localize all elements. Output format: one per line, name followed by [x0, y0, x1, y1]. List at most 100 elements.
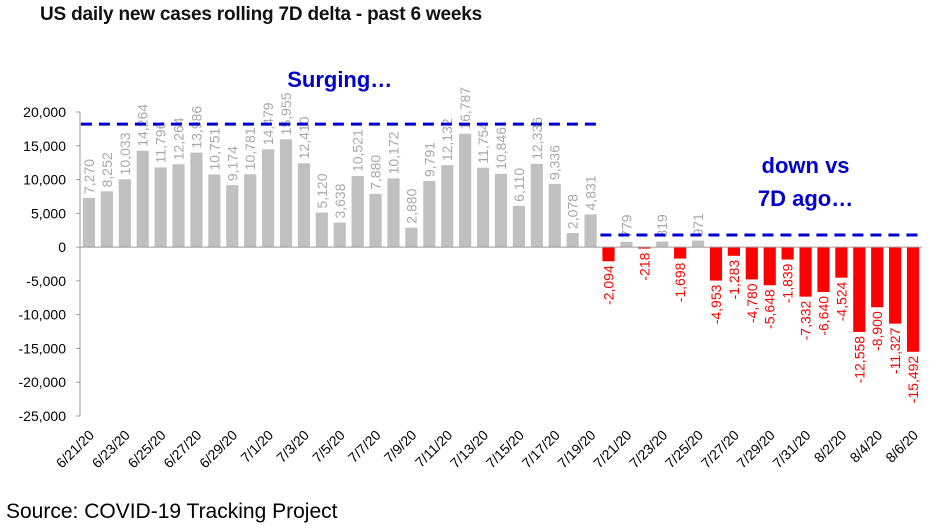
x-tick-label: 7/1/20 [237, 427, 276, 466]
annotation: 7D ago… [758, 186, 853, 211]
data-label: 15,955 [278, 92, 294, 135]
data-label: 12,336 [529, 117, 545, 160]
x-tick-label: 6/29/20 [196, 427, 240, 471]
data-label: 3,638 [332, 183, 348, 218]
data-label: -218 [636, 252, 652, 280]
bar [709, 247, 723, 281]
bar [512, 205, 526, 248]
data-label: -6,640 [815, 296, 831, 336]
y-tick-label: 5,000 [31, 205, 66, 221]
bar [763, 247, 776, 286]
data-label: 2,880 [403, 188, 419, 223]
x-tick-label: 7/29/20 [733, 427, 777, 471]
bar [441, 165, 454, 248]
data-label: 11,796 [153, 121, 169, 163]
y-tick-label: 15,000 [23, 138, 66, 154]
bar [208, 174, 221, 248]
x-tick-label: 7/7/20 [345, 427, 384, 466]
x-tick-label: 8/4/20 [846, 427, 885, 466]
bar [476, 167, 490, 248]
bar [190, 152, 203, 248]
bar [566, 233, 579, 248]
bar [691, 240, 705, 248]
bar [369, 193, 382, 248]
x-tick-label: 6/27/20 [160, 427, 204, 471]
data-label: 2,078 [565, 194, 581, 229]
data-label: 7,270 [81, 159, 97, 194]
y-tick-label: -10,000 [19, 307, 67, 323]
data-label: -4,524 [833, 281, 849, 321]
data-label: 819 [654, 214, 670, 238]
bar [799, 247, 812, 297]
data-label: 9,336 [547, 145, 563, 180]
x-tick-label: 6/25/20 [124, 427, 168, 471]
bar [315, 212, 328, 248]
data-label: 13,986 [188, 106, 204, 149]
data-label: -15,492 [905, 356, 921, 404]
data-label: 7,880 [368, 155, 384, 190]
data-label: 10,846 [493, 127, 509, 170]
bar [459, 133, 472, 248]
bar [172, 164, 185, 248]
bar [656, 241, 669, 248]
x-tick-label: 8/6/20 [882, 427, 921, 466]
data-label: -1,283 [726, 260, 742, 300]
bar [82, 197, 96, 248]
bar [405, 227, 418, 248]
bar [136, 150, 149, 248]
data-label: -4,953 [708, 284, 724, 324]
y-tick-label: -20,000 [19, 374, 67, 390]
data-label: -2,094 [600, 265, 616, 305]
y-tick-label: 20,000 [23, 104, 66, 120]
y-tick-label: 0 [58, 239, 66, 255]
data-label: 6,110 [511, 168, 527, 202]
bar [530, 163, 543, 248]
bar [674, 247, 687, 259]
bar [333, 222, 346, 248]
x-tick-label: 7/19/20 [554, 427, 598, 471]
x-tick-label: 7/23/20 [626, 427, 670, 471]
data-label: 10,521 [350, 129, 366, 172]
bar [584, 214, 597, 248]
bar [835, 247, 848, 278]
data-label: 8,252 [99, 152, 115, 187]
annotation: down vs [762, 153, 850, 178]
bar [387, 178, 400, 248]
data-label: -1,698 [672, 262, 688, 302]
bar [279, 139, 293, 248]
x-tick-label: 7/21/20 [590, 427, 634, 471]
bar [262, 149, 275, 248]
chart-title: US daily new cases rolling 7D delta - pa… [40, 4, 482, 25]
data-label: 9,174 [224, 146, 240, 181]
data-label: 12,410 [296, 116, 312, 159]
data-label: 5,120 [314, 173, 330, 208]
x-tick-label: 7/3/20 [273, 427, 312, 466]
x-tick-label: 7/31/20 [769, 427, 813, 471]
bar [297, 163, 311, 248]
bar [244, 174, 257, 248]
y-tick-label: -5,000 [26, 273, 66, 289]
bar [745, 247, 758, 280]
bar [853, 247, 866, 332]
y-tick-label: -15,000 [19, 340, 67, 356]
bar [100, 191, 113, 248]
x-tick-label: 7/27/20 [698, 427, 742, 471]
bar [871, 247, 884, 308]
bar [620, 241, 633, 248]
bar [118, 179, 131, 248]
bar [226, 185, 239, 248]
bar [548, 184, 561, 248]
x-tick-label: 7/5/20 [309, 427, 348, 466]
data-label: 11,754 [475, 122, 491, 164]
bar [602, 247, 615, 262]
y-tick-label: 10,000 [23, 172, 66, 188]
bar [889, 247, 902, 324]
bar [781, 247, 794, 260]
bar [494, 173, 508, 248]
data-label: 12,132 [439, 118, 455, 161]
bar [351, 176, 364, 248]
bar [906, 247, 920, 352]
y-tick-label: -25,000 [19, 408, 67, 424]
x-tick-label: 7/15/20 [483, 427, 527, 471]
